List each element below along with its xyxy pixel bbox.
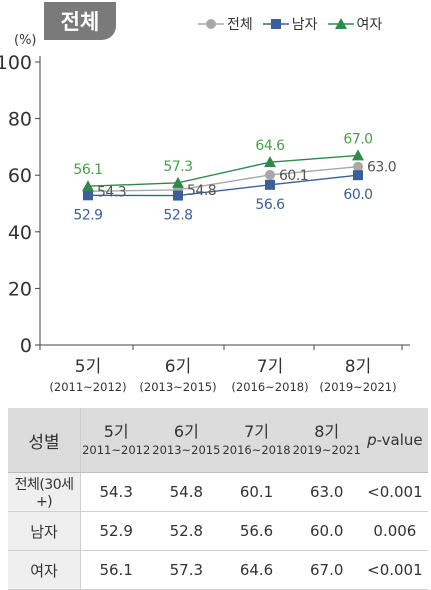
legend-label-male: 남자 <box>291 17 318 33</box>
header-col-7: 7기 2016~2018 <box>221 408 292 473</box>
line-chart: (%) 0 20 40 60 80 100 5기 (2011~2012) 6기 (2013~2015… <box>0 33 410 394</box>
table-cell-pvalue: 0.006 <box>361 511 428 551</box>
data-label: 64.6 <box>255 138 285 154</box>
y-tick-label: 100 <box>0 52 32 74</box>
x-tick-sublabel: (2011~2012) <box>49 380 126 394</box>
data-point-square <box>83 190 93 201</box>
table-cell: 56.6 <box>221 511 292 551</box>
chart-series <box>82 149 364 201</box>
legend-label-total: 전체 <box>227 17 253 33</box>
data-label: 63.0 <box>367 160 396 176</box>
table-cell-pvalue: <0.001 <box>361 550 428 590</box>
row-label: 남자 <box>8 511 82 551</box>
header-col-5: 5기 2011~2012 <box>80 408 152 473</box>
series-line-1 <box>87 174 359 197</box>
data-label: 54.8 <box>187 183 216 199</box>
data-label: 56.6 <box>255 197 285 213</box>
table-cell: 56.1 <box>80 550 152 590</box>
data-label: 54.3 <box>97 184 126 200</box>
header-col-8: 8기 2019~2021 <box>291 408 362 473</box>
data-label: 52.8 <box>163 208 192 224</box>
tab-overall[interactable]: 전체 <box>44 2 116 40</box>
y-tick-label: 0 <box>20 335 32 357</box>
y-tick-label: 60 <box>8 165 32 187</box>
x-tick-sublabel: (2016~2018) <box>231 380 308 394</box>
data-point-triangle <box>352 149 364 161</box>
series-line-2 <box>87 154 359 187</box>
y-tick-label: 40 <box>8 222 32 244</box>
series-line-0 <box>87 166 359 193</box>
x-tick-label: 7기 <box>257 357 283 377</box>
data-label: 60.0 <box>343 187 372 203</box>
legend-marker-triangle-icon <box>327 18 354 29</box>
table-cell: 67.0 <box>291 550 362 590</box>
table-cell: 57.3 <box>151 550 222 590</box>
table-cell: 54.3 <box>80 472 152 512</box>
legend-marker-circle-icon <box>198 19 224 29</box>
x-tick-label: 5기 <box>75 357 101 377</box>
data-label: 57.3 <box>163 159 192 175</box>
y-tick-label: 80 <box>8 109 32 131</box>
x-tick-label: 6기 <box>165 357 191 377</box>
header-sex: 성별 <box>8 408 82 473</box>
chart-labels: 54.3 54.8 60.1 63.0 52.9 52.8 56.6 60.0 56.1 57.3… <box>73 131 396 223</box>
data-label: 56.1 <box>73 162 102 178</box>
row-label: 여자 <box>8 550 82 590</box>
data-point-triangle <box>172 176 184 188</box>
table-row: 여자 56.1 57.3 64.6 67.0 <0.001 <box>8 550 428 590</box>
x-tick-label: 8기 <box>345 357 371 377</box>
legend-label-female: 여자 <box>356 17 383 33</box>
data-point-triangle <box>264 156 276 168</box>
summary-table: 성별 5기 2011~2012 6기 2013~2015 7기 2016~201… <box>8 408 428 590</box>
header-pvalue: p-value <box>361 408 428 473</box>
x-tick-sublabel: (2013~2015) <box>139 380 216 394</box>
y-tick-label: 20 <box>8 278 32 300</box>
table-cell: 63.0 <box>291 472 362 512</box>
table-header-row: 성별 5기 2011~2012 6기 2013~2015 7기 2016~201… <box>8 408 428 473</box>
chart-legend: 전체 남자 여자 <box>198 12 428 36</box>
legend-item-total: 전체 <box>198 14 253 34</box>
header-col-6: 6기 2013~2015 <box>151 408 222 473</box>
table-cell: 54.8 <box>151 472 222 512</box>
y-axis-unit-label: (%) <box>14 33 37 48</box>
data-label: 52.9 <box>73 207 102 223</box>
table-cell: 52.9 <box>80 511 152 551</box>
data-point-square <box>173 190 183 201</box>
data-point-square <box>353 170 363 181</box>
x-tick-sublabel: (2019~2021) <box>319 380 396 394</box>
tab-label: 전체 <box>60 10 100 34</box>
table-cell: 64.6 <box>221 550 292 590</box>
data-label: 60.1 <box>279 168 308 184</box>
legend-item-female: 여자 <box>327 14 383 34</box>
table-cell: 52.8 <box>151 511 222 551</box>
legend-item-male: 남자 <box>262 14 318 34</box>
table-row: 전체(30세+) 54.3 54.8 60.1 63.0 <0.001 <box>8 472 428 512</box>
data-point-square <box>265 179 275 190</box>
table-row: 남자 52.9 52.8 56.6 60.0 0.006 <box>8 511 428 551</box>
chart-axes: (%) 0 20 40 60 80 100 5기 (2011~2012) 6기 (2013~2015… <box>0 33 410 394</box>
table-cell-pvalue: <0.001 <box>361 472 428 512</box>
row-label: 전체(30세+) <box>8 472 82 512</box>
data-point-circle <box>265 169 275 180</box>
table-cell: 60.0 <box>291 511 362 551</box>
table-cell: 60.1 <box>221 472 292 512</box>
data-point-circle <box>353 161 363 172</box>
data-point-triangle <box>82 180 94 192</box>
legend-marker-square-icon <box>262 19 289 29</box>
data-label: 67.0 <box>343 131 372 147</box>
